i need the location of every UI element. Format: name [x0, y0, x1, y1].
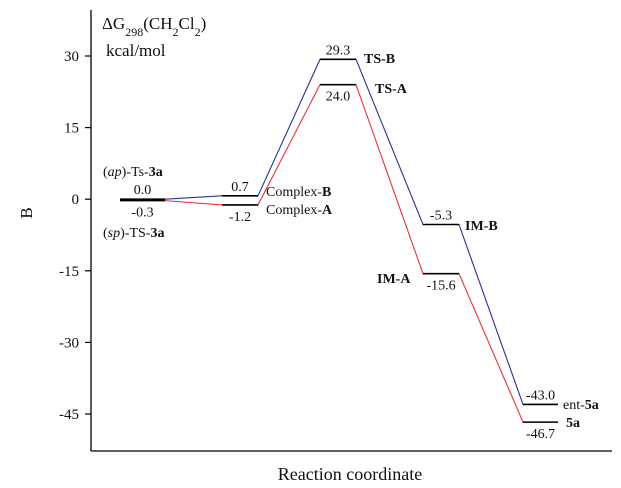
- label-im-b: IM-B: [465, 219, 498, 234]
- series-a-path: [120, 84, 558, 423]
- label-ts-b: TS-B: [364, 52, 395, 67]
- species-labels: (ap)-Ts-3a (sp)-TS-3a Complex-B Complex-A TS…: [103, 52, 599, 431]
- value-label-b: 0.7: [231, 180, 249, 195]
- value-label-b: 0.0: [134, 183, 152, 198]
- label-ent-5a: ent-5a: [563, 398, 599, 413]
- value-label-a: -1.2: [229, 210, 251, 225]
- value-label-b: -43.0: [526, 388, 555, 403]
- value-label-a: -0.3: [131, 206, 153, 221]
- label-im-a: IM-A: [377, 272, 411, 287]
- energy-value-labels: 0.0 -0.3 0.7 -1.2 29.3 24.0 -5.3 -15.6 -43.0 -46.…: [131, 43, 555, 442]
- chart-title: ΔG298(CH2Cl2): [102, 14, 206, 39]
- value-label-a: -46.7: [526, 427, 555, 442]
- y-axis-label: B: [17, 207, 36, 218]
- value-label-b: -5.3: [430, 208, 452, 223]
- label-complex-b: Complex-B: [266, 185, 331, 200]
- label-complex-a: Complex-A: [266, 203, 333, 218]
- label-p-5a: 5a: [566, 416, 580, 431]
- value-label-b: 29.3: [326, 43, 351, 58]
- y-tick-label: 0: [72, 192, 80, 208]
- value-label-a: -15.6: [426, 279, 455, 294]
- x-axis-label: Reaction coordinate: [278, 464, 422, 484]
- value-label-a: 24.0: [326, 90, 351, 105]
- label-ts-a: TS-A: [375, 82, 408, 97]
- units-label: kcal/mol: [106, 41, 166, 60]
- energy-levels: [120, 58, 558, 423]
- series-a-line: [120, 84, 558, 423]
- y-tick-label: 15: [64, 121, 79, 137]
- y-tick-label: -30: [59, 335, 79, 351]
- y-tick-label: 30: [64, 49, 79, 65]
- label-ap-ts: (ap)-Ts-3a: [103, 165, 163, 180]
- y-tick-label: -45: [59, 407, 79, 423]
- y-tick-label: -15: [59, 264, 79, 280]
- axes: [90, 10, 612, 452]
- label-sp-ts: (sp)-TS-3a: [103, 226, 164, 241]
- y-ticks: 30 15 0 -15 -30 -45: [59, 49, 91, 423]
